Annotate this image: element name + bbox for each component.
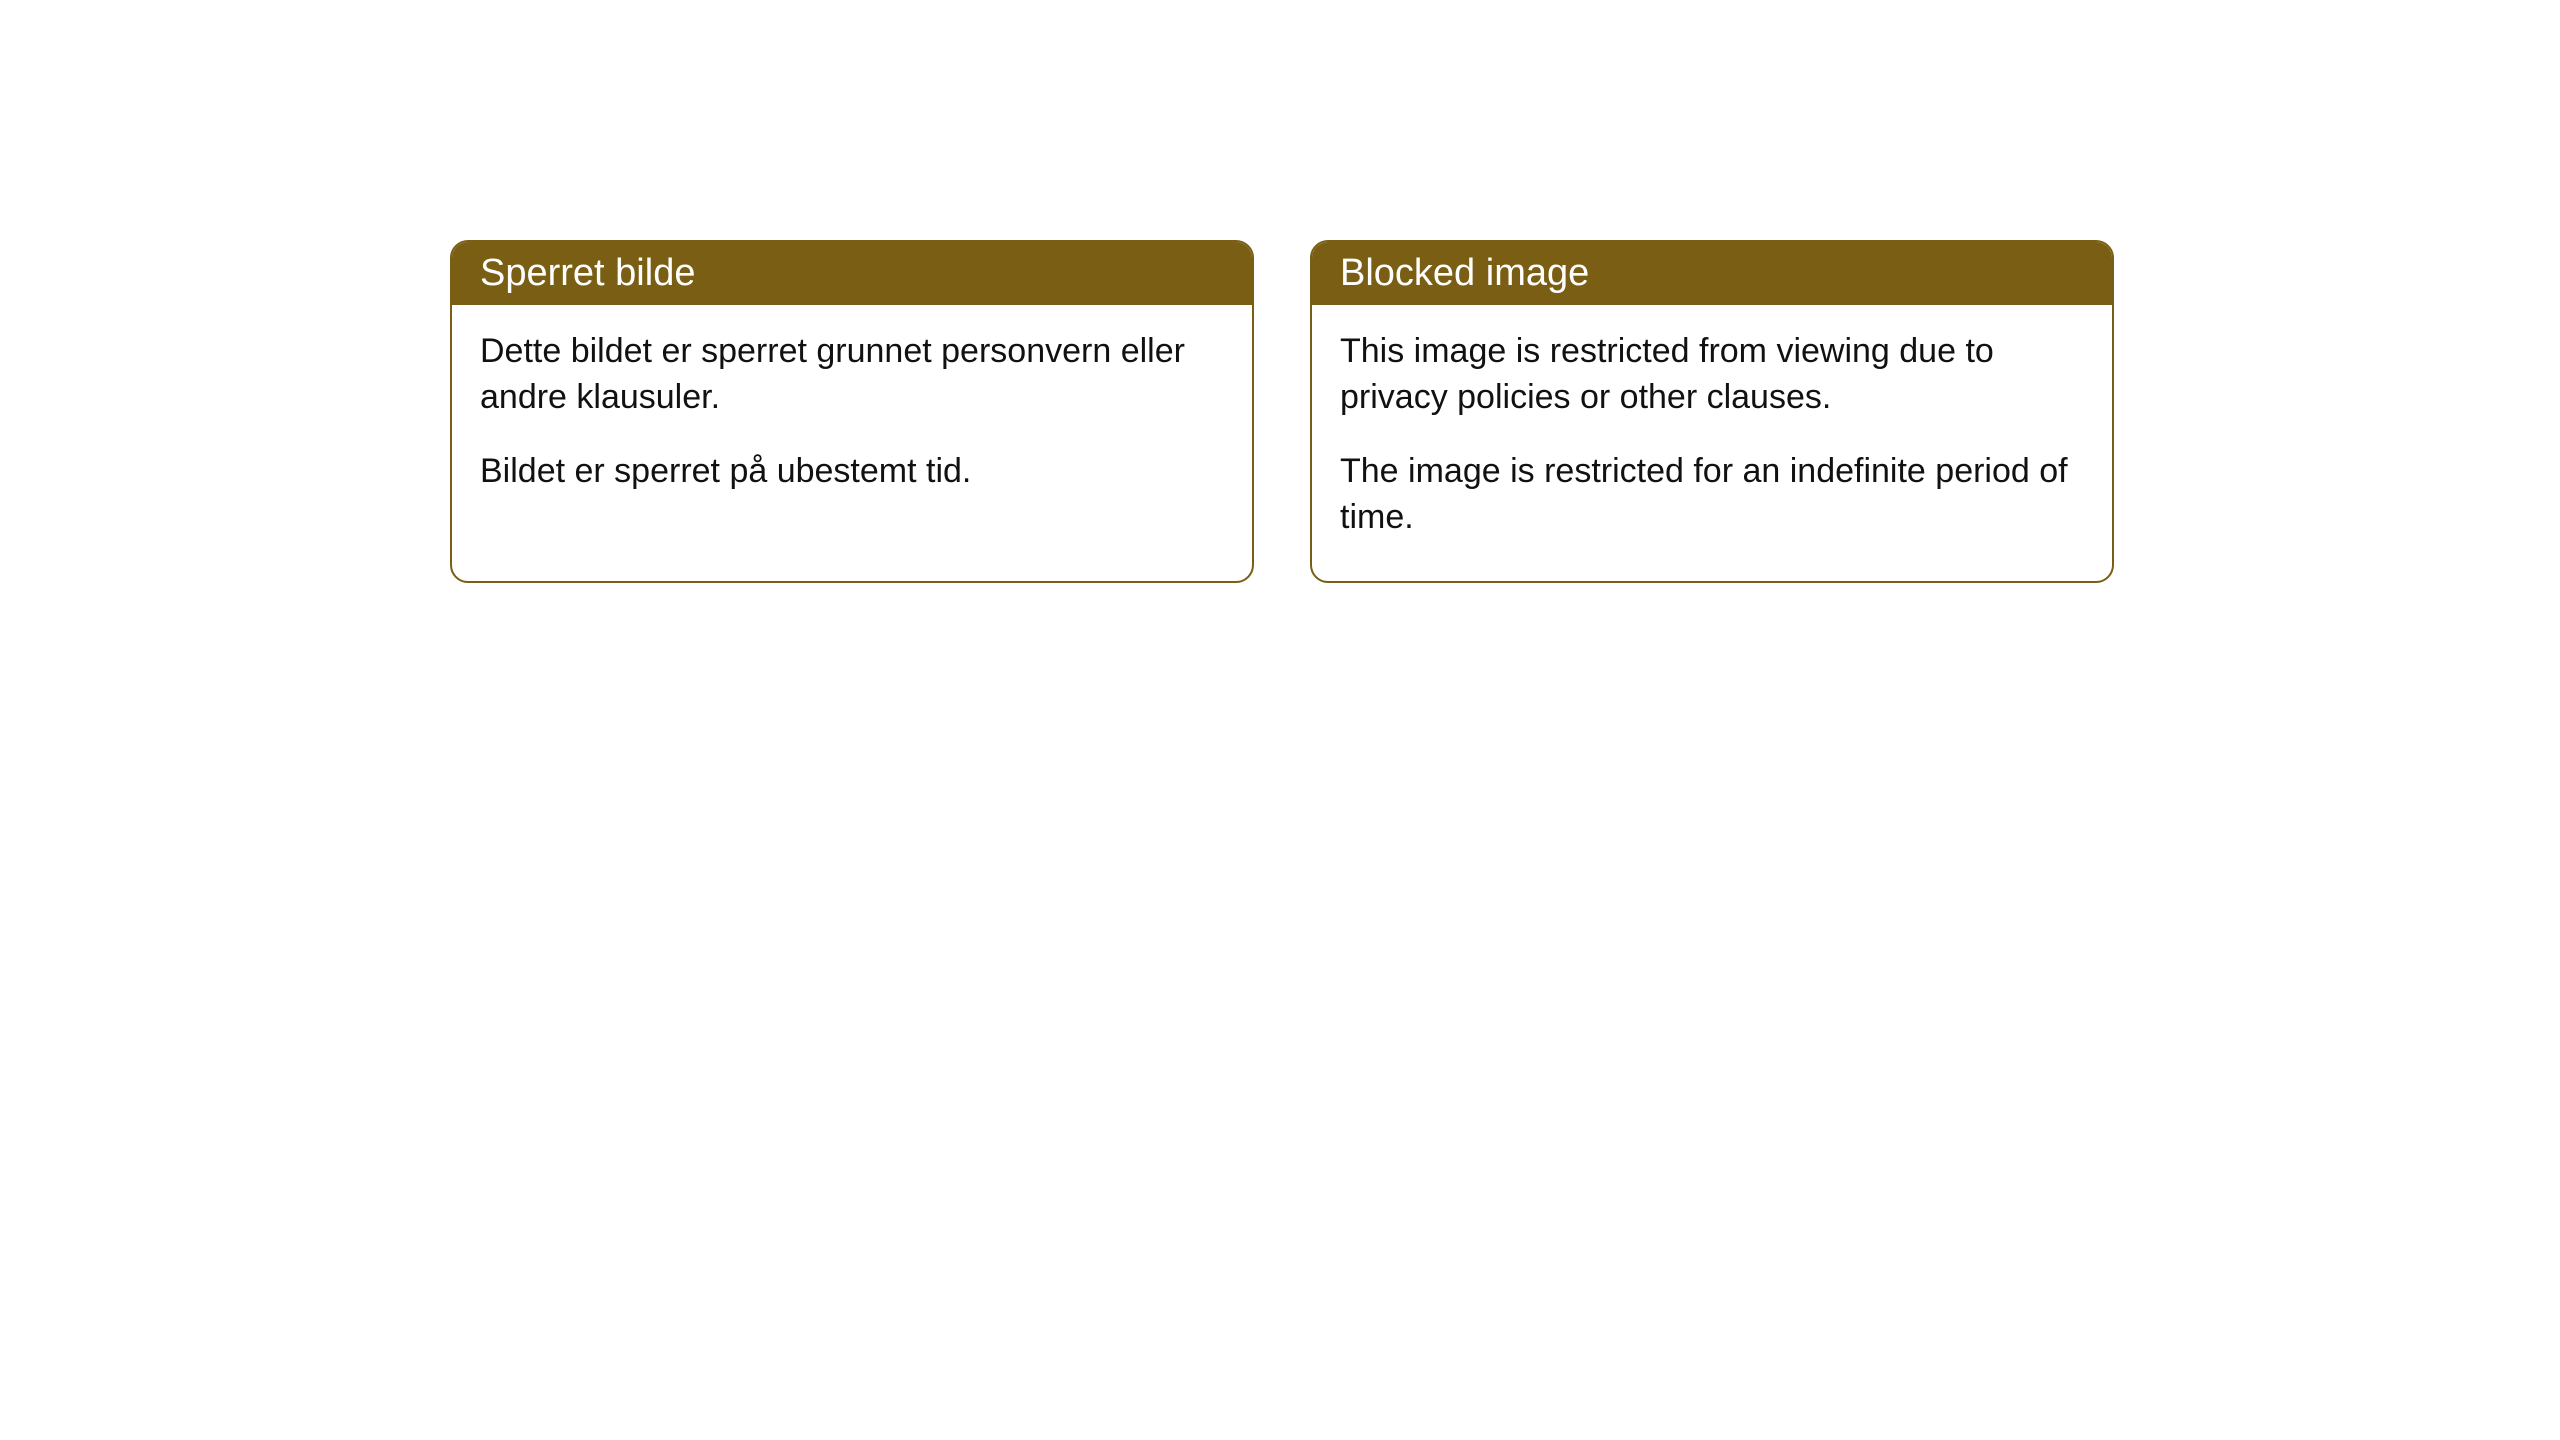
card-paragraph: Bildet er sperret på ubestemt tid. [480, 449, 1224, 495]
notice-card-norwegian: Sperret bilde Dette bildet er sperret gr… [450, 240, 1254, 583]
card-body: This image is restricted from viewing du… [1312, 305, 2112, 581]
card-paragraph: The image is restricted for an indefinit… [1340, 449, 2084, 541]
card-title: Blocked image [1340, 252, 1589, 294]
card-paragraph: Dette bildet er sperret grunnet personve… [480, 329, 1224, 421]
card-title: Sperret bilde [480, 252, 695, 294]
card-header: Blocked image [1312, 242, 2112, 305]
card-paragraph: This image is restricted from viewing du… [1340, 329, 2084, 421]
notice-cards-container: Sperret bilde Dette bildet er sperret gr… [450, 240, 2114, 583]
card-body: Dette bildet er sperret grunnet personve… [452, 305, 1252, 535]
notice-card-english: Blocked image This image is restricted f… [1310, 240, 2114, 583]
card-header: Sperret bilde [452, 242, 1252, 305]
